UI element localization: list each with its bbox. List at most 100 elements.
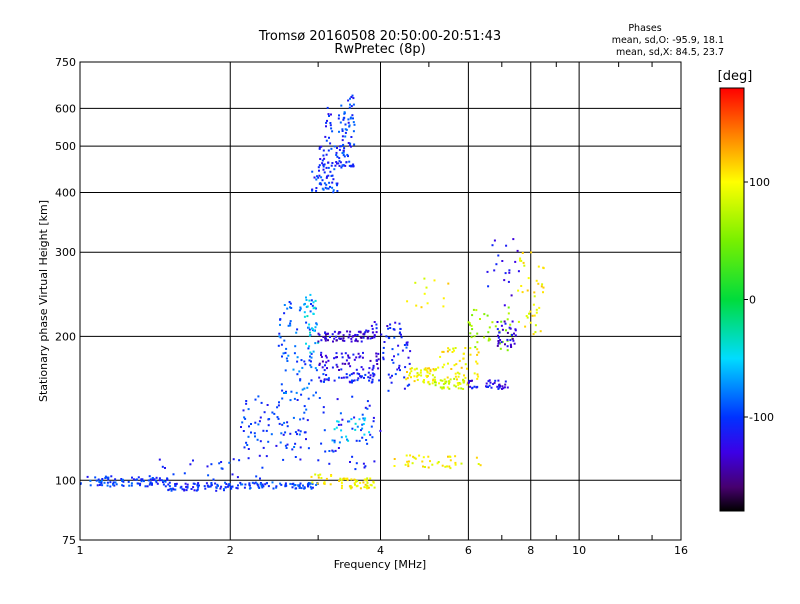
- colorbar-tick-label: -100: [749, 411, 774, 424]
- data-point: [443, 363, 446, 366]
- data-point: [153, 478, 156, 481]
- data-point: [476, 385, 479, 388]
- data-point: [283, 312, 286, 315]
- data-point: [243, 486, 246, 489]
- data-point: [382, 351, 385, 354]
- data-point: [326, 333, 329, 335]
- data-point: [497, 379, 500, 382]
- data-point: [261, 466, 264, 469]
- data-point: [499, 347, 502, 350]
- data-point: [205, 482, 208, 485]
- data-point: [523, 264, 526, 267]
- data-point: [405, 454, 408, 457]
- data-point: [506, 345, 509, 348]
- data-point: [339, 412, 342, 415]
- data-point: [284, 369, 287, 372]
- data-point: [392, 328, 395, 331]
- data-point: [340, 423, 343, 426]
- data-point: [382, 358, 385, 361]
- data-point: [467, 321, 470, 324]
- data-point: [363, 466, 366, 469]
- data-point: [517, 270, 520, 273]
- data-point: [415, 304, 418, 307]
- data-point: [336, 420, 339, 423]
- data-point: [341, 164, 344, 167]
- data-point: [103, 481, 106, 484]
- data-point: [336, 398, 339, 401]
- data-point: [508, 271, 511, 274]
- data-point: [335, 352, 338, 355]
- data-point: [469, 385, 472, 388]
- data-point: [341, 362, 344, 365]
- data-point: [341, 418, 344, 421]
- data-point: [429, 460, 431, 463]
- data-point: [324, 354, 327, 357]
- data-point: [346, 479, 349, 482]
- data-point: [231, 473, 234, 476]
- data-point: [100, 480, 103, 483]
- data-point: [337, 423, 340, 426]
- data-point: [317, 166, 320, 169]
- data-point: [353, 358, 356, 361]
- data-point: [403, 387, 406, 390]
- data-point: [120, 478, 123, 480]
- data-point: [365, 439, 368, 441]
- data-point: [349, 330, 352, 333]
- data-point: [452, 347, 455, 350]
- data-point: [508, 326, 511, 329]
- data-point: [436, 462, 439, 465]
- data-point: [350, 96, 353, 98]
- data-point: [506, 386, 509, 389]
- data-point: [283, 304, 286, 306]
- data-point: [324, 186, 327, 189]
- data-point: [514, 260, 517, 263]
- data-point: [447, 347, 450, 350]
- data-point: [434, 379, 437, 381]
- data-point: [410, 376, 412, 379]
- data-point: [251, 481, 254, 484]
- data-point: [336, 365, 339, 368]
- data-point: [360, 376, 363, 379]
- data-point: [510, 294, 513, 297]
- data-point: [349, 486, 352, 489]
- data-point: [326, 378, 328, 381]
- data-point: [463, 374, 465, 377]
- data-point: [350, 478, 353, 481]
- data-point: [250, 431, 252, 434]
- data-point: [498, 383, 501, 386]
- data-point: [416, 372, 419, 375]
- data-point: [287, 354, 290, 357]
- data-point: [259, 416, 262, 419]
- data-point: [371, 436, 374, 439]
- data-point: [313, 306, 316, 309]
- data-point: [366, 336, 369, 339]
- data-point: [283, 339, 286, 342]
- data-point: [351, 94, 354, 97]
- data-point: [540, 285, 543, 288]
- data-point: [183, 472, 186, 475]
- data-point: [331, 162, 334, 164]
- data-point: [375, 327, 378, 330]
- data-point: [431, 382, 434, 385]
- data-point: [377, 358, 380, 361]
- data-point: [348, 420, 351, 423]
- data-point: [335, 154, 338, 156]
- y-tick-label: 750: [55, 56, 76, 69]
- data-point: [352, 379, 355, 382]
- data-point: [428, 383, 431, 386]
- data-point: [360, 429, 362, 432]
- data-point: [441, 464, 444, 467]
- data-point: [462, 381, 465, 384]
- data-point: [305, 438, 307, 441]
- data-point: [375, 359, 378, 362]
- data-point: [333, 145, 336, 148]
- data-point: [310, 379, 313, 382]
- data-point: [448, 455, 451, 458]
- data-point: [169, 487, 172, 490]
- y-tick-label: 75: [62, 534, 76, 547]
- data-point: [358, 418, 361, 421]
- data-point: [175, 482, 178, 485]
- data-point: [265, 429, 268, 432]
- data-point: [462, 357, 465, 360]
- data-point: [321, 360, 324, 363]
